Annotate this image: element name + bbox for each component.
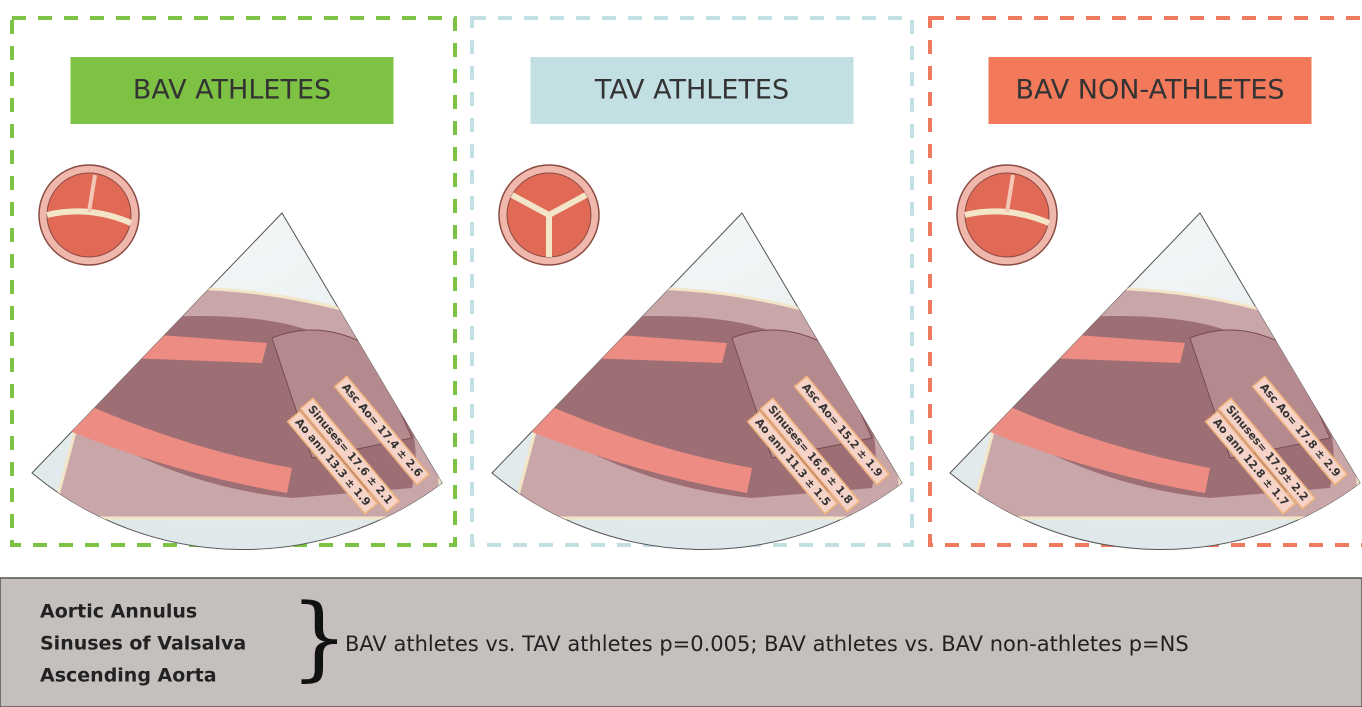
measure-label: Ascending Aorta [40, 665, 217, 687]
comparison-text: BAV athletes vs. TAV athletes p=0.005; B… [345, 632, 1189, 656]
figure: } BAV ATHLETESAsc Ao= 17.4 ± 2.6Sinuses=… [0, 0, 1362, 707]
panel-title: TAV ATHLETES [594, 75, 789, 106]
brace: } [290, 584, 349, 691]
panel-title: BAV NON-ATHLETES [1015, 75, 1284, 106]
panel-title: BAV ATHLETES [133, 75, 331, 106]
measure-label: Aortic Annulus [40, 601, 197, 623]
measure-label: Sinuses of Valsalva [40, 633, 246, 655]
